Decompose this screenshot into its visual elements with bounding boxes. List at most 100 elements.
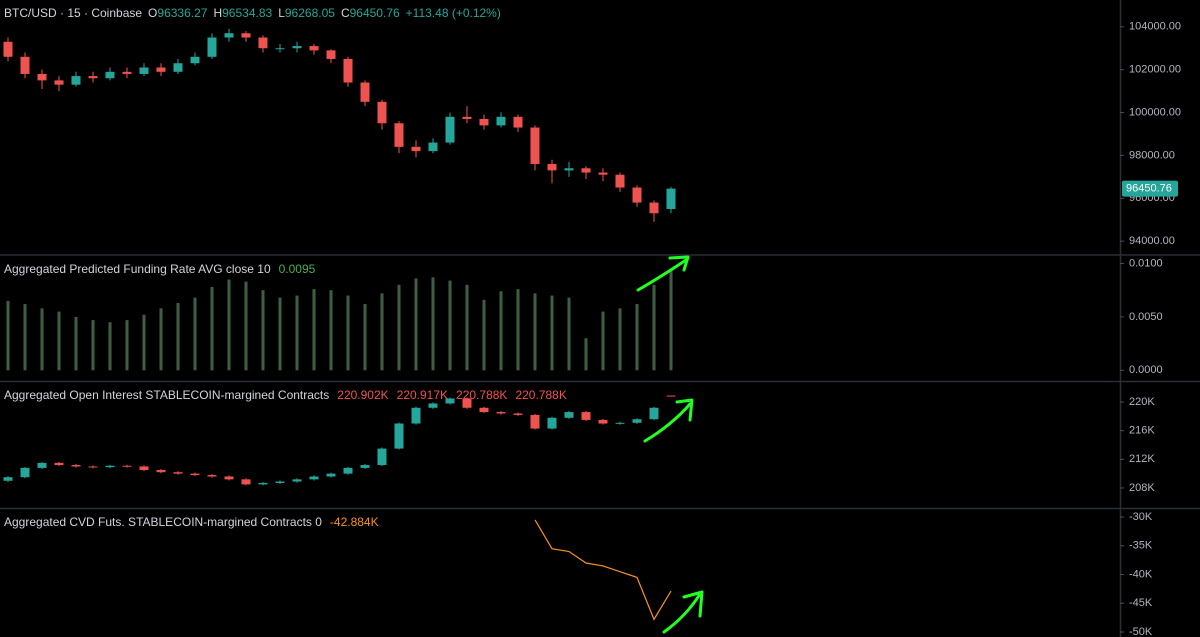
arrow — [643, 402, 692, 443]
candle-body — [513, 413, 523, 415]
candle-body — [241, 479, 251, 485]
last-price-label: 96450.76 — [1126, 183, 1172, 195]
legend-key: C — [341, 6, 350, 20]
candle-body — [462, 116, 472, 119]
arrow — [636, 258, 688, 292]
candle-body — [139, 67, 149, 74]
bar — [125, 320, 129, 371]
annotations — [636, 255, 704, 634]
bar — [329, 290, 333, 371]
candle-body — [258, 482, 268, 485]
bar — [295, 295, 299, 371]
candle-body — [54, 80, 64, 85]
legend-value: 220.788K — [456, 388, 507, 402]
arrow — [662, 592, 702, 634]
candle-body — [326, 473, 336, 477]
candle-body — [139, 466, 149, 471]
candle-body — [309, 476, 319, 480]
candle-body — [462, 398, 472, 408]
y-tick-label: 220K — [1129, 396, 1155, 408]
candle-body — [20, 56, 30, 74]
arrowhead — [682, 590, 704, 618]
bar — [380, 293, 384, 371]
arrowhead — [668, 255, 690, 272]
bar — [397, 284, 401, 371]
candle-body — [3, 477, 13, 481]
pane-title: BTC/USD · 15 · Coinbase — [4, 6, 142, 20]
candle-body — [122, 71, 132, 74]
candle-body — [309, 46, 319, 51]
candle-body — [479, 407, 489, 413]
y-tick-label: 216K — [1129, 425, 1155, 437]
bar — [363, 304, 367, 371]
bar — [516, 289, 520, 371]
y-tick-label: 98000.00 — [1129, 149, 1175, 161]
legend-value: 96336.27 — [157, 6, 207, 20]
candle-body — [241, 33, 251, 38]
candle-body — [88, 466, 98, 468]
candle-body — [105, 465, 115, 468]
candle-body — [71, 465, 81, 467]
candle-body — [666, 395, 676, 397]
candle-body — [513, 116, 523, 128]
candle-body — [581, 412, 591, 420]
candle-body — [445, 398, 455, 404]
pane-title: Aggregated Open Interest STABLECOIN-marg… — [4, 388, 329, 402]
legend-value: 220.917K — [397, 388, 448, 402]
pane-title: Aggregated CVD Futs. STABLECOIN-margined… — [4, 515, 322, 529]
bar — [176, 303, 180, 371]
candle-body — [326, 50, 336, 59]
bar — [142, 314, 146, 371]
change: +113.48 (+0.12%) — [406, 6, 501, 20]
bar — [108, 322, 112, 371]
bar — [159, 308, 163, 371]
arrowhead — [675, 398, 694, 422]
candle-body — [615, 174, 625, 188]
bar — [550, 295, 554, 371]
bar — [652, 284, 656, 371]
candle-body — [411, 146, 421, 152]
legend-value: -42.884K — [330, 515, 379, 529]
bar — [227, 279, 231, 371]
pane-title-line: Aggregated Predicted Funding Rate AVG cl… — [4, 262, 316, 276]
candle-body — [37, 462, 47, 468]
bar — [261, 290, 265, 371]
bar — [601, 311, 605, 371]
candle-body — [105, 71, 115, 79]
candle-body — [394, 423, 404, 449]
candle-body — [20, 467, 30, 478]
bar — [193, 297, 197, 371]
candle-body — [377, 448, 387, 466]
candle-body — [445, 116, 455, 143]
bar — [346, 295, 350, 371]
pane-title-line: Aggregated Open Interest STABLECOIN-marg… — [4, 388, 567, 402]
legend-value: 220.788K — [515, 388, 566, 402]
candle-body — [666, 188, 676, 209]
candle-body — [411, 407, 421, 424]
last-value: 0.0095 — [279, 262, 316, 276]
candle-body — [530, 414, 540, 429]
bar — [91, 320, 95, 371]
bar — [584, 338, 588, 371]
bar — [635, 304, 639, 371]
candle-body — [275, 48, 285, 50]
legend-key: H — [213, 6, 222, 20]
bar — [567, 297, 571, 371]
pane-title: Aggregated Predicted Funding Rate AVG cl… — [4, 262, 271, 276]
y-tick-label: -40K — [1129, 568, 1153, 580]
candle-body — [547, 417, 557, 429]
bar — [6, 300, 10, 371]
line — [534, 519, 672, 621]
candle-body — [37, 73, 47, 81]
candle-body — [598, 419, 608, 424]
candle-body — [224, 476, 234, 480]
candle-body — [343, 467, 353, 474]
y-tick-label: 94000.00 — [1129, 235, 1175, 247]
candle-body — [360, 465, 370, 468]
bar — [533, 293, 537, 371]
candle-body — [428, 142, 438, 152]
